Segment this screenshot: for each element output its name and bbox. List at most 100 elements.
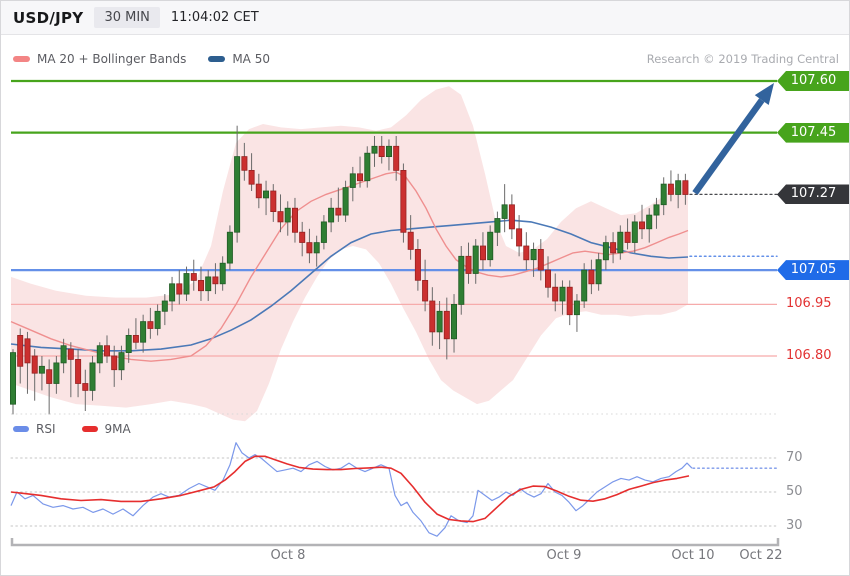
candle [291, 207, 298, 233]
candle [140, 321, 147, 343]
candle [573, 300, 580, 316]
price-tag-107.60: 107.60 [777, 71, 849, 91]
candle [38, 365, 45, 374]
candle [660, 183, 667, 206]
candle [53, 362, 60, 384]
candle [104, 345, 111, 357]
candle [494, 218, 501, 233]
candle [219, 262, 226, 285]
candle [306, 242, 313, 254]
price-tag-107.45: 107.45 [777, 122, 849, 143]
price-text-106.95: 106.95 [786, 296, 832, 312]
timeframe-badge[interactable]: 30 MIN [94, 7, 160, 28]
candle [299, 231, 306, 243]
candle [183, 273, 190, 295]
candle [385, 145, 392, 158]
candle [624, 231, 631, 243]
candle [111, 355, 118, 371]
candle [675, 180, 682, 195]
clock: 11:04:02 CET [170, 10, 259, 25]
candle [639, 221, 646, 230]
price-tag-107.27: 107.27 [777, 184, 849, 205]
ma20-line [10, 171, 689, 362]
candle [393, 145, 400, 171]
candle [342, 187, 349, 216]
candle [255, 183, 262, 199]
candle [241, 156, 248, 171]
candle [67, 348, 74, 360]
rsi-9ma-line [10, 455, 690, 523]
candle [154, 310, 161, 329]
candle [364, 152, 371, 182]
candle [530, 248, 537, 261]
ma50-line [10, 219, 689, 352]
candle [501, 204, 508, 219]
candle [248, 169, 255, 185]
candle [610, 242, 617, 254]
time-axis-label-oct-10: Oct 10 [671, 548, 715, 563]
rsi-axis-label-50: 50 [786, 484, 803, 499]
candle [487, 231, 494, 261]
candle [24, 338, 31, 364]
candle [270, 190, 277, 213]
time-axis-label-oct-9: Oct 9 [546, 548, 582, 563]
candle [378, 145, 385, 158]
candle [566, 286, 573, 316]
candle [545, 269, 552, 288]
candle [335, 207, 342, 216]
candle [320, 221, 327, 243]
rsi-axis-label-70: 70 [786, 450, 803, 465]
legend-item-ma20-bollinger: MA 20 + Bollinger Bands [13, 52, 186, 66]
candle [147, 321, 154, 329]
price-tag-107.05: 107.05 [777, 260, 849, 281]
legend-item-rsi: RSI [13, 422, 56, 436]
candle [436, 310, 443, 333]
candle [197, 279, 204, 292]
candle [581, 269, 588, 302]
candle [9, 352, 16, 405]
time-axis [10, 538, 780, 547]
candle [226, 231, 233, 264]
candle [284, 207, 291, 223]
candle [617, 231, 624, 254]
legend-item-9ma: 9MA [81, 422, 131, 436]
candle [602, 242, 609, 261]
candle [595, 259, 602, 285]
candle [125, 334, 132, 353]
candle [96, 345, 103, 364]
candle [407, 231, 414, 250]
rsi-legend: RSI 9MA [13, 422, 131, 436]
candle [176, 283, 183, 295]
nine-ma-swatch-icon [81, 426, 98, 432]
candle [508, 204, 515, 230]
candle [82, 383, 89, 391]
bollinger-band-area [11, 86, 688, 422]
candle [277, 211, 284, 223]
candle [205, 276, 212, 292]
candle [537, 248, 544, 271]
candle [682, 180, 689, 195]
candle [46, 369, 53, 384]
candle [313, 242, 320, 254]
legend-label-ma50: MA 50 [232, 52, 270, 66]
price-text-106.80: 106.80 [786, 348, 832, 363]
trend-arrow-head [754, 83, 774, 105]
legend-label-ma20-bollinger: MA 20 + Bollinger Bands [37, 52, 187, 66]
ma50-swatch-icon [208, 56, 226, 62]
candle [465, 255, 472, 274]
research-credit: Research © 2019 Trading Central [646, 52, 839, 66]
candle [169, 283, 176, 302]
candle [400, 169, 407, 233]
candle [516, 228, 523, 247]
candle [118, 352, 125, 371]
legend-item-ma50: MA 50 [208, 52, 270, 66]
candle [328, 207, 335, 223]
app-header: USD/JPY 30 MIN 11:04:02 CET [1, 1, 849, 35]
candle [234, 156, 241, 233]
candle [414, 248, 421, 281]
candle [559, 286, 566, 302]
candle [89, 362, 96, 391]
candle [523, 245, 530, 261]
